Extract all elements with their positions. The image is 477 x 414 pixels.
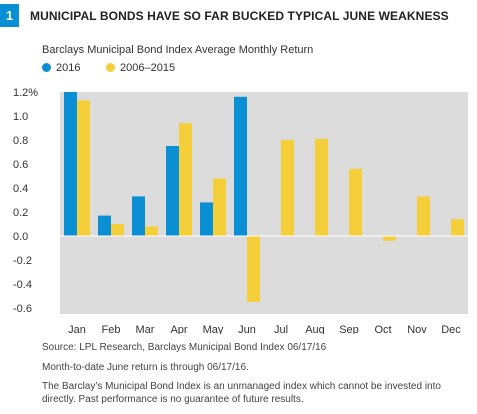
bar-2006-2015-aug	[315, 138, 328, 236]
y-tick-label: -0.6	[13, 303, 32, 315]
bar-2006-2015-mar	[145, 226, 158, 236]
y-tick-label: 1.2%	[13, 87, 38, 99]
bar-2016-mar	[132, 196, 145, 236]
x-tick-label: May	[203, 324, 224, 334]
legend-item-2006-2015: 2006–2015	[106, 62, 175, 74]
bar-2006-2015-jul	[281, 140, 294, 236]
figure-number-badge: 1	[0, 4, 19, 27]
chart-title: Barclays Municipal Bond Index Average Mo…	[42, 44, 314, 56]
bar-2006-2015-nov	[417, 196, 430, 236]
y-tick-label: 0.6	[13, 159, 28, 171]
x-tick-label: Dec	[441, 324, 461, 334]
legend-label-2006-2015: 2006–2015	[120, 62, 176, 74]
legend-swatch-2016	[42, 63, 51, 72]
x-tick-label: Jan	[68, 324, 86, 334]
bar-2016-apr	[166, 146, 179, 236]
source-note: Source: LPL Research, Barclays Municipal…	[42, 342, 327, 353]
x-tick-label: Oct	[374, 324, 391, 334]
legend-item-2016: 2016	[42, 62, 80, 74]
y-tick-label: 0.4	[13, 183, 28, 195]
bar-2006-2015-dec	[451, 219, 464, 236]
bar-2006-2015-apr	[179, 123, 192, 236]
bar-2006-2015-oct	[383, 236, 396, 241]
y-tick-label: 0.0	[13, 231, 28, 243]
month-to-date-note: Month-to-date June return is through 06/…	[42, 362, 249, 373]
bar-2016-may	[200, 202, 213, 236]
bar-chart: 1.2% 1.0 0.8 0.6 0.4 0.2 0.0 -0.2 -0.4 -0.6 Jan Feb…	[13, 87, 468, 334]
x-tick-label: Nov	[407, 324, 427, 334]
bar-2006-2015-jan	[77, 100, 90, 237]
y-tick-label: 1.0	[13, 111, 28, 123]
chart-header-title: MUNICIPAL BONDS HAVE SO FAR BUCKED TYPIC…	[30, 9, 449, 23]
x-tick-label: Sep	[339, 324, 359, 334]
legend-swatch-2006-2015	[106, 63, 115, 72]
bar-2016-feb	[98, 215, 111, 236]
bar-2016-jan	[64, 92, 77, 236]
x-tick-label: Apr	[170, 324, 187, 334]
bar-2006-2015-jun	[247, 236, 260, 302]
bar-2006-2015-may	[213, 178, 226, 236]
y-tick-label: 0.8	[13, 135, 28, 147]
y-tick-label: -0.4	[13, 279, 32, 291]
legend-label-2016: 2016	[56, 62, 81, 74]
disclaimer-note: The Barclay’s Municipal Bond Index is an…	[42, 381, 441, 405]
bar-2006-2015-feb	[111, 224, 124, 236]
x-tick-label: Jun	[238, 324, 256, 334]
bar-2016-jun	[234, 96, 247, 236]
y-tick-label: 0.2	[13, 207, 28, 219]
x-tick-label: Feb	[102, 324, 121, 334]
plot-area	[60, 92, 468, 314]
x-tick-label: Mar	[136, 324, 155, 334]
bar-2006-2015-sep	[349, 168, 362, 236]
x-tick-label: Jul	[274, 324, 288, 334]
x-tick-label: Aug	[305, 324, 325, 334]
y-tick-label: -0.2	[13, 255, 32, 267]
